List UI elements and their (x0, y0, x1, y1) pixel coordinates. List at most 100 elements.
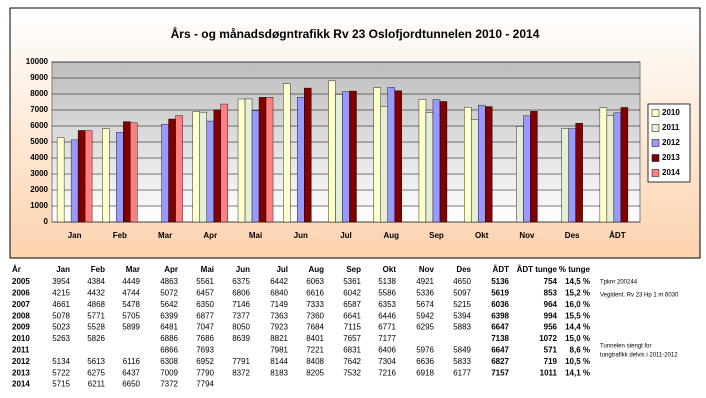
table-cell: 4921 (416, 277, 434, 286)
table-header: Jan (56, 265, 70, 274)
row-year: 2013 (12, 368, 30, 377)
table-cell: 7693 (196, 346, 214, 355)
table-cell: 6866 (160, 346, 178, 355)
table-cell: 8372 (232, 368, 250, 377)
x-tick-label: Des (565, 231, 580, 240)
table-cell: 5528 (87, 323, 105, 332)
bar (175, 115, 183, 223)
row-year: 2011 (12, 346, 30, 355)
table-cell: 3954 (52, 277, 70, 286)
table-cell: 1072 (539, 334, 557, 343)
table-cell: 5078 (52, 311, 70, 320)
table-cell: 5722 (52, 368, 70, 377)
table-cell: 5263 (52, 334, 70, 343)
table-cell: 754 (544, 277, 558, 286)
note: Tpknr 200244 (600, 280, 638, 286)
note: Vegldent. Rv 23 Hp 1 m 6030 (600, 293, 679, 299)
table-cell: 7216 (378, 368, 396, 377)
table-cell: 5715 (52, 380, 70, 389)
table-cell: 8144 (270, 357, 288, 366)
bar (265, 97, 274, 223)
table-header: Sep (346, 265, 361, 274)
bar (516, 126, 524, 223)
x-tick-label: Apr (203, 231, 217, 240)
table-cell: 6375 (232, 277, 250, 286)
bar (192, 111, 201, 223)
x-tick-label: Nov (519, 231, 535, 240)
table-cell: 7981 (270, 346, 288, 355)
table-cell: 5619 (491, 289, 509, 298)
legend-swatch (651, 124, 660, 132)
legend-swatch (651, 154, 660, 162)
bar (470, 119, 479, 223)
table-cell: 6636 (416, 357, 434, 366)
table-cell: 5586 (378, 289, 396, 298)
x-tick-label: Jul (340, 231, 352, 240)
table-cell: 7009 (160, 368, 178, 377)
table-cell: 6650 (122, 380, 140, 389)
table-cell: 6457 (196, 289, 214, 298)
legend-swatch (651, 109, 660, 117)
table-cell: 6116 (123, 357, 141, 366)
table-cell: 5833 (453, 357, 471, 366)
bar (258, 97, 267, 223)
table-cell: 6353 (378, 300, 396, 309)
table-cell: 5849 (453, 346, 471, 355)
table-cell: 5072 (160, 289, 178, 298)
table-cell: 6442 (270, 277, 288, 286)
bar (335, 94, 343, 223)
table-cell: 6806 (232, 289, 250, 298)
table-cell: 7791 (232, 357, 250, 366)
table-cell: 6827 (491, 357, 509, 366)
bar (130, 122, 138, 223)
bar (213, 109, 222, 223)
table-cell: 7157 (491, 368, 509, 377)
y-tick-label: 2000 (30, 185, 48, 194)
table-cell: 4449 (122, 277, 140, 286)
table-cell: 7146 (232, 300, 250, 309)
table-cell: 4650 (453, 277, 471, 286)
table-cell: 6042 (343, 289, 361, 298)
y-tick-label: 4000 (30, 153, 48, 162)
bar (620, 107, 629, 223)
bar (220, 103, 229, 223)
bar (530, 111, 538, 223)
table-cell: 7149 (270, 300, 288, 309)
table-cell: 4661 (52, 300, 70, 309)
table-cell: 5705 (122, 311, 140, 320)
table-header: Des (456, 265, 471, 274)
table-cell: 7360 (306, 311, 324, 320)
bar (102, 128, 110, 223)
x-tick-label: Feb (113, 231, 127, 240)
table-header: Okt (383, 265, 397, 274)
legend-swatch (651, 139, 660, 147)
table-cell: 16,0 % (565, 300, 590, 309)
table-cell: 14,5 % (565, 277, 590, 286)
table-cell: 14,1 % (565, 368, 590, 377)
table-cell: 853 (544, 289, 558, 298)
table-cell: 7377 (232, 311, 250, 320)
table-cell: 15,0 % (565, 334, 590, 343)
table-cell: 8,6 % (570, 346, 590, 355)
x-tick-label: Aug (383, 231, 399, 240)
y-tick-label: 7000 (30, 105, 48, 114)
table-cell: 6952 (196, 357, 214, 366)
table-cell: 6840 (270, 289, 288, 298)
table-cell: 6308 (160, 357, 178, 366)
bar (56, 137, 65, 223)
table-cell: 7686 (196, 334, 214, 343)
table-cell: 4868 (87, 300, 105, 309)
table-cell: 5478 (122, 300, 140, 309)
bar (161, 123, 169, 223)
table-cell: 6275 (87, 368, 105, 377)
table-cell: 14,4 % (565, 323, 590, 332)
bar (168, 118, 176, 223)
table-cell: 4432 (87, 289, 105, 298)
table-cell: 964 (544, 300, 558, 309)
table-cell: 4215 (52, 289, 70, 298)
table-cell: 6295 (416, 323, 434, 332)
y-tick-label: 10000 (26, 57, 49, 66)
bar (251, 110, 260, 223)
table-cell: 7221 (306, 346, 324, 355)
